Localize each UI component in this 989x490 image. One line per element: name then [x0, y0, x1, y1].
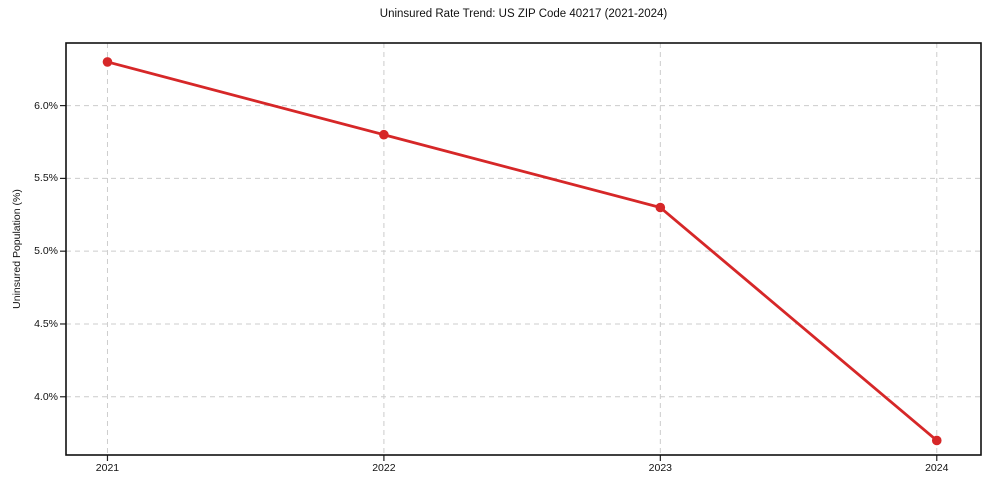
data-point-marker [102, 57, 113, 67]
x-tick-label: 2023 [648, 462, 672, 474]
data-point-marker [931, 435, 942, 446]
x-tick-label: 2022 [372, 462, 396, 474]
chart-title: Uninsured Rate Trend: US ZIP Code 40217 … [379, 8, 668, 20]
y-tick-label: 4.5% [34, 317, 58, 330]
x-tick-label: 2024 [925, 462, 949, 474]
x-tick-label: 2021 [95, 462, 120, 474]
data-point-marker [655, 202, 666, 213]
plot-border [65, 42, 982, 456]
y-tick-label: 6.0% [34, 99, 58, 112]
data-point-marker [379, 129, 389, 140]
plot-area [60, 42, 982, 461]
trend-line [106, 60, 939, 442]
y-tick-label: 5.5% [34, 172, 58, 185]
y-tick-label: 5.0% [34, 245, 58, 258]
y-tick-label: 4.0% [34, 390, 58, 403]
